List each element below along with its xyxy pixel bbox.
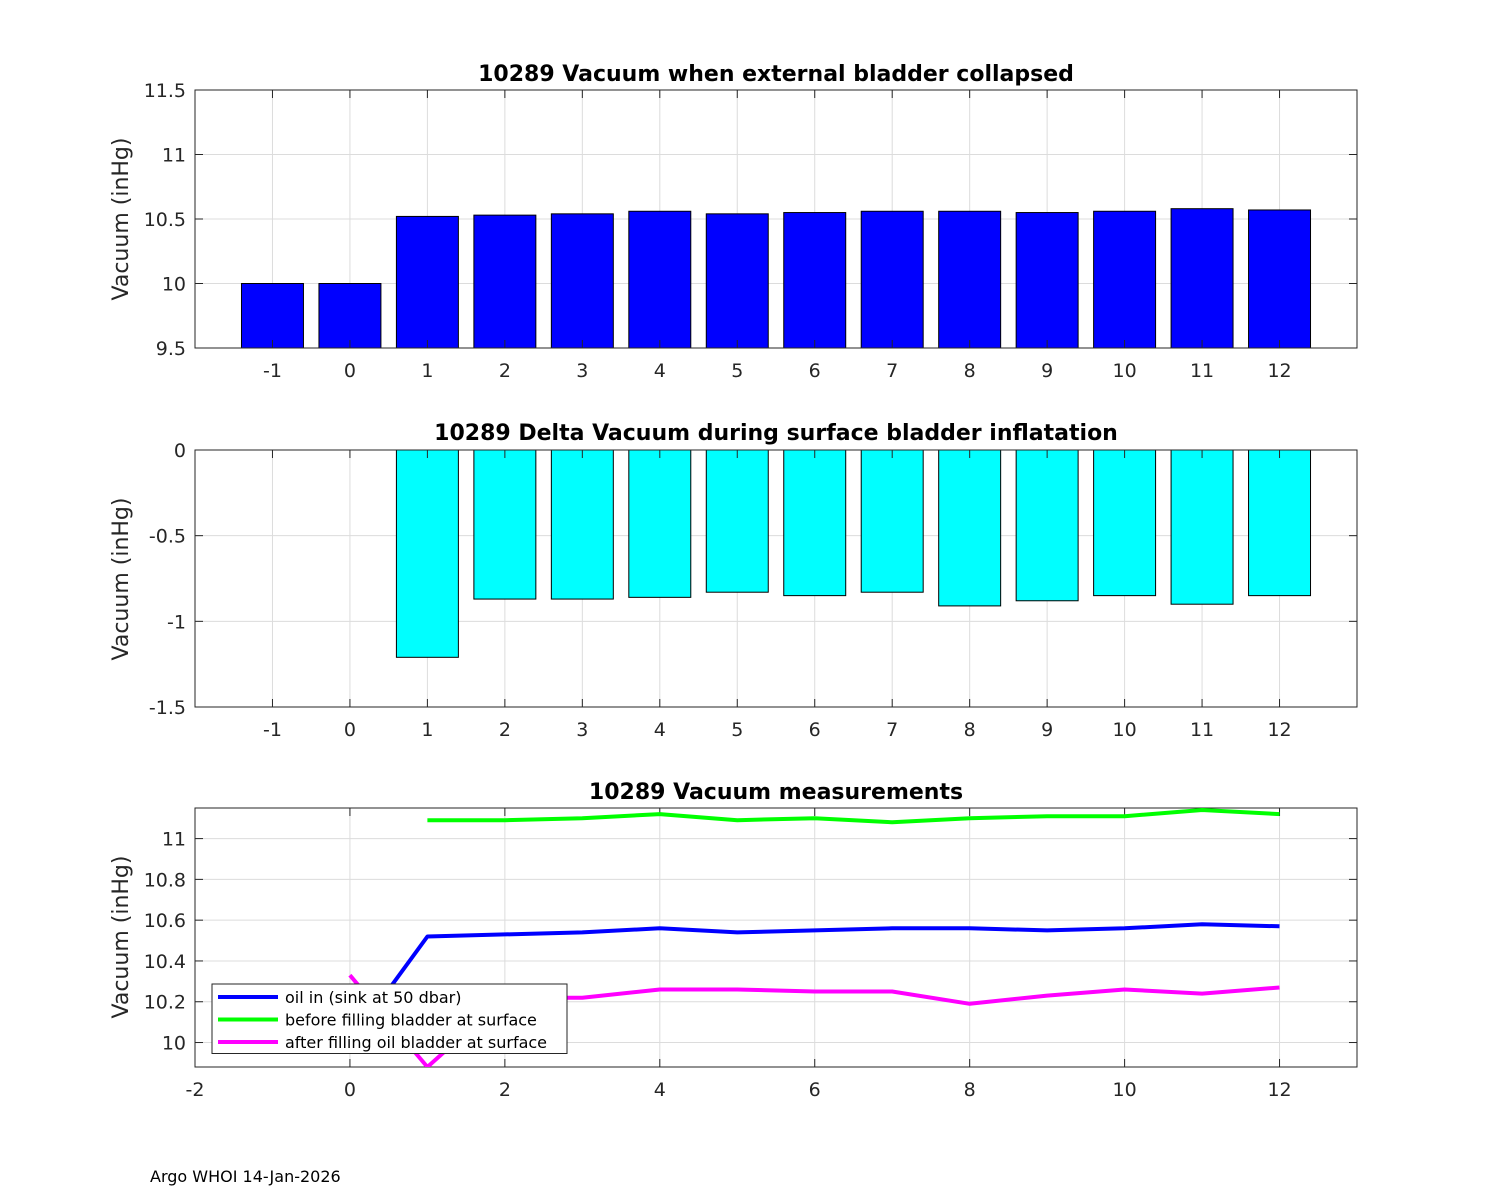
bar bbox=[783, 212, 847, 349]
legend-label: after filling oil bladder at surface bbox=[285, 1033, 547, 1052]
legend-label: oil in (sink at 50 dbar) bbox=[285, 988, 462, 1007]
x-tick-label: 2 bbox=[499, 360, 511, 382]
chart-title: 10289 Vacuum when external bladder colla… bbox=[478, 62, 1074, 87]
bar bbox=[240, 283, 304, 349]
y-axis-label: Vacuum (inHg) bbox=[109, 856, 134, 1019]
bar bbox=[550, 213, 614, 349]
series-line bbox=[427, 808, 1280, 825]
x-tick-label: 1 bbox=[421, 360, 433, 382]
y-tick-label: 10.2 bbox=[144, 992, 186, 1014]
bar bbox=[783, 449, 847, 597]
y-axis-label: Vacuum (inHg) bbox=[109, 138, 134, 301]
x-tick-label: 12 bbox=[1267, 719, 1291, 741]
x-tick-label: 12 bbox=[1267, 1079, 1291, 1101]
x-tick-label: 10 bbox=[1113, 719, 1137, 741]
x-tick-label: 4 bbox=[654, 360, 666, 382]
bar bbox=[628, 210, 692, 349]
x-tick-label: 8 bbox=[964, 719, 976, 741]
x-tick-label: 8 bbox=[964, 360, 976, 382]
bar bbox=[1093, 210, 1157, 349]
x-tick-label: 2 bbox=[499, 719, 511, 741]
y-tick-label: 10.4 bbox=[144, 951, 186, 973]
bar bbox=[1093, 449, 1157, 597]
x-tick-label: 12 bbox=[1267, 360, 1291, 382]
bar bbox=[938, 210, 1002, 349]
y-tick-label: 11 bbox=[162, 145, 186, 167]
x-tick-label: 6 bbox=[809, 719, 821, 741]
y-tick-label: 0 bbox=[174, 440, 186, 462]
x-tick-label: 0 bbox=[344, 1079, 356, 1101]
chart-title: 10289 Vacuum measurements bbox=[589, 780, 963, 805]
y-tick-label: -1 bbox=[167, 611, 186, 633]
bar bbox=[860, 449, 924, 593]
legend-label: before filling bladder at surface bbox=[285, 1011, 537, 1030]
x-tick-label: 7 bbox=[886, 360, 898, 382]
bar bbox=[1015, 212, 1079, 349]
y-tick-label: 10.5 bbox=[144, 209, 186, 231]
y-tick-label: 10 bbox=[162, 1033, 186, 1055]
x-tick-label: 6 bbox=[809, 360, 821, 382]
x-tick-label: 5 bbox=[731, 360, 743, 382]
bar bbox=[473, 214, 537, 349]
x-tick-label: 3 bbox=[576, 719, 588, 741]
axis-frame bbox=[194, 807, 1358, 1068]
y-tick-label: 10 bbox=[162, 274, 186, 296]
x-tick-label: 10 bbox=[1113, 360, 1137, 382]
x-tick-label: 4 bbox=[654, 719, 666, 741]
bar bbox=[705, 213, 769, 349]
bar bbox=[1248, 209, 1312, 349]
bar bbox=[1248, 449, 1312, 597]
plot-area bbox=[195, 450, 1357, 707]
bar bbox=[550, 449, 614, 600]
bar bbox=[318, 283, 382, 349]
vacuum-collapsed-chart: 10289 Vacuum when external bladder colla… bbox=[109, 62, 1358, 382]
bar bbox=[705, 449, 769, 593]
bar bbox=[1015, 449, 1079, 602]
y-tick-label: -1.5 bbox=[149, 697, 186, 719]
x-tick-label: -2 bbox=[186, 1079, 205, 1101]
x-tick-label: 2 bbox=[499, 1079, 511, 1101]
x-tick-label: 11 bbox=[1190, 719, 1214, 741]
legend: oil in (sink at 50 dbar) before filling b… bbox=[211, 983, 568, 1054]
x-tick-label: 5 bbox=[731, 719, 743, 741]
y-tick-label: 10.8 bbox=[144, 869, 186, 891]
x-tick-label: 7 bbox=[886, 719, 898, 741]
axis-frame bbox=[194, 449, 1358, 708]
x-tick-label: -1 bbox=[263, 360, 282, 382]
y-tick-label: 11 bbox=[162, 829, 186, 851]
x-tick-label: 9 bbox=[1041, 360, 1053, 382]
x-tick-label: 6 bbox=[809, 1079, 821, 1101]
y-tick-label: 11.5 bbox=[144, 80, 186, 102]
bar bbox=[1170, 449, 1234, 605]
x-tick-label: 1 bbox=[421, 719, 433, 741]
y-tick-label: -0.5 bbox=[149, 526, 186, 548]
delta-vacuum-chart: 10289 Delta Vacuum during surface bladde… bbox=[109, 421, 1358, 741]
bar bbox=[395, 449, 459, 658]
x-tick-label: 3 bbox=[576, 360, 588, 382]
chart-title: 10289 Delta Vacuum during surface bladde… bbox=[434, 421, 1118, 446]
footer-credit: Argo WHOI 14-Jan-2026 bbox=[150, 1167, 341, 1186]
y-tick-label: 9.5 bbox=[156, 338, 186, 360]
x-tick-label: 8 bbox=[964, 1079, 976, 1101]
vacuum-measurements-chart: 10289 Vacuum measurements Vacuum (inHg) … bbox=[109, 780, 1358, 1101]
bar bbox=[1170, 208, 1234, 349]
y-axis-label: Vacuum (inHg) bbox=[109, 498, 134, 661]
x-tick-label: -1 bbox=[263, 719, 282, 741]
x-tick-label: 4 bbox=[654, 1079, 666, 1101]
bar bbox=[395, 215, 459, 349]
x-tick-label: 0 bbox=[344, 719, 356, 741]
bar bbox=[628, 449, 692, 598]
series-line bbox=[348, 922, 1280, 1044]
x-tick-label: 9 bbox=[1041, 719, 1053, 741]
bar bbox=[860, 210, 924, 349]
x-tick-label: 0 bbox=[344, 360, 356, 382]
bar bbox=[473, 449, 537, 600]
bar bbox=[938, 449, 1002, 607]
x-tick-label: 10 bbox=[1113, 1079, 1137, 1101]
x-tick-label: 11 bbox=[1190, 360, 1214, 382]
y-tick-label: 10.6 bbox=[144, 910, 186, 932]
